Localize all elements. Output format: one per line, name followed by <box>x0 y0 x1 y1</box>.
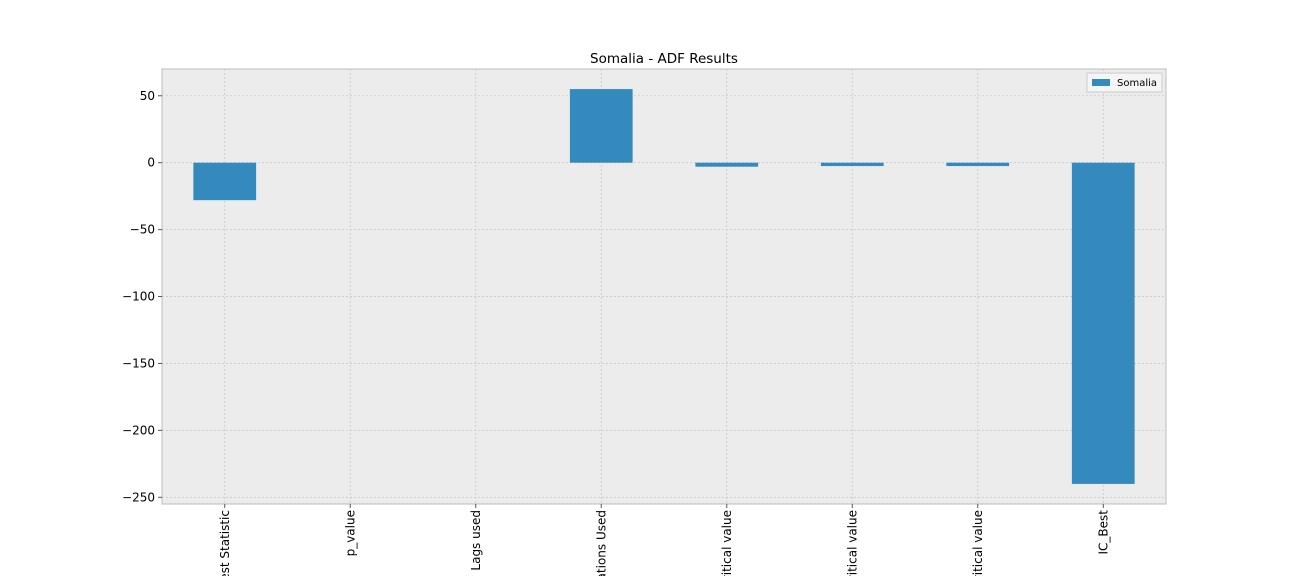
x-tick-label: ations Used <box>594 510 608 576</box>
x-tick-label: ritical value <box>720 510 734 576</box>
x-tick-label: ritical value <box>845 510 859 576</box>
y-tick-label: 50 <box>140 89 155 103</box>
x-tick-label: p_value <box>343 510 357 556</box>
plot-background <box>162 69 1166 504</box>
y-tick-label: −100 <box>122 290 155 304</box>
x-tick-label: ritical value <box>971 510 985 576</box>
legend-box <box>1086 72 1163 93</box>
bar <box>695 162 759 167</box>
y-axis: 50 0 −50 −100 −150 −200 −250 <box>122 89 162 504</box>
bars <box>193 89 1135 484</box>
plot-frame <box>161 68 1167 505</box>
x-tick-label: est Statistic <box>218 510 232 576</box>
legend-swatch <box>1092 79 1110 86</box>
y-tick-label: −150 <box>122 356 155 370</box>
legend: Somalia <box>1086 72 1163 93</box>
bar <box>569 89 633 163</box>
y-tick-label: −250 <box>122 490 155 504</box>
bar <box>946 162 1010 167</box>
x-axis: est Statistic p_value Lags used ations Used… <box>218 504 1110 576</box>
legend-label: Somalia <box>1117 78 1157 89</box>
y-tick-label: 0 <box>147 156 155 170</box>
bar <box>1071 162 1135 484</box>
bar <box>820 162 884 167</box>
y-tick-label: −50 <box>130 223 155 237</box>
x-tick-label: Lags used <box>469 510 483 571</box>
chart-title: Somalia - ADF Results <box>590 51 738 67</box>
y-tick-label: −200 <box>122 423 155 437</box>
bar <box>193 162 257 201</box>
x-tick-label: IC_Best <box>1096 510 1110 555</box>
